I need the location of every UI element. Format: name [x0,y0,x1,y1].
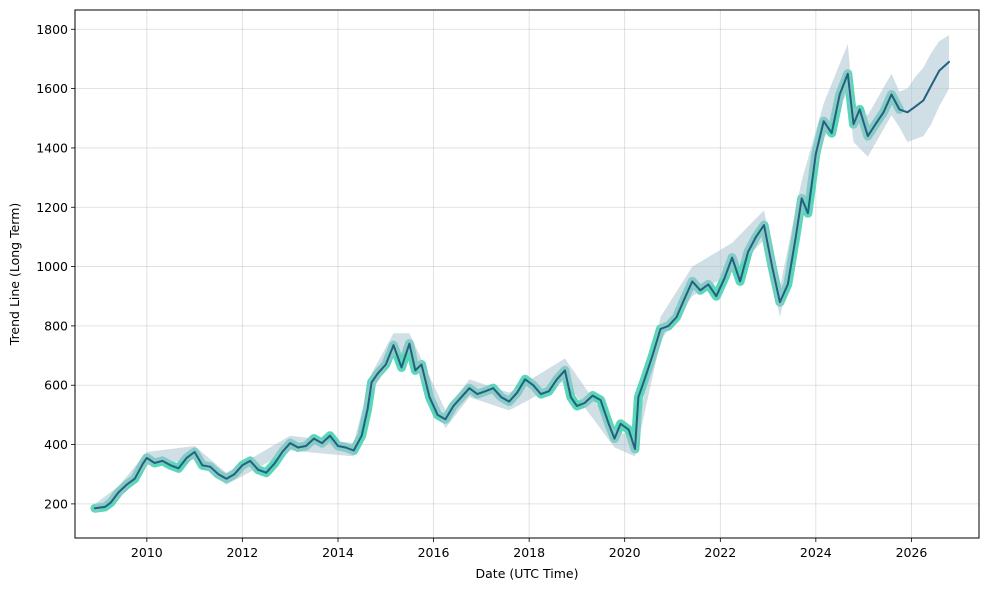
uncertainty-band-layer [95,35,949,513]
y-tick-label: 600 [44,378,68,393]
x-tick-label: 2010 [131,545,163,560]
y-tick-label: 1400 [36,140,68,155]
y-axis-ticks: 200 400 600 800 1000 1200 1400 1600 1800 [36,22,75,511]
trend-line-layer [94,60,950,510]
x-tick-label: 2016 [418,545,450,560]
y-tick-label: 1000 [36,259,68,274]
y-tick-label: 200 [44,496,68,511]
plot-frame [74,9,980,539]
trend-line [94,60,950,510]
x-tick-label: 2014 [322,545,354,560]
uncertainty-band [95,35,949,513]
y-axis-title: Trend Line (Long Term) [7,203,22,346]
y-tick-label: 800 [44,318,68,333]
x-tick-label: 2022 [704,545,736,560]
y-tick-label: 400 [44,437,68,452]
grid [75,10,979,538]
y-tick-label: 1200 [36,200,68,215]
x-tick-label: 2024 [800,545,832,560]
x-axis-title: Date (UTC Time) [476,566,579,581]
x-tick-label: 2018 [513,545,545,560]
x-tick-label: 2020 [609,545,641,560]
y-tick-label: 1600 [36,81,68,96]
x-axis-ticks: 2010 2012 2014 2016 2018 2020 2022 2024 2026 [131,538,928,560]
y-tick-label: 1800 [36,22,68,37]
x-tick-label: 2026 [896,545,928,560]
x-tick-label: 2012 [226,545,258,560]
